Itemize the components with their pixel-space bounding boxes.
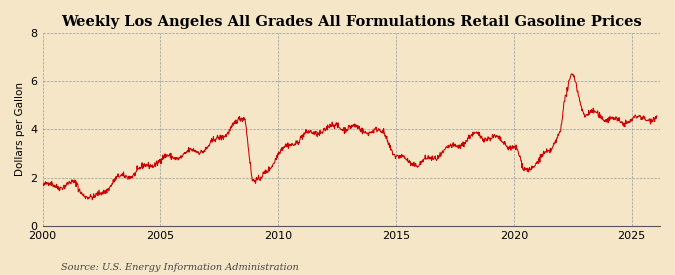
Y-axis label: Dollars per Gallon: Dollars per Gallon xyxy=(15,82,25,177)
Text: Source: U.S. Energy Information Administration: Source: U.S. Energy Information Administ… xyxy=(61,263,298,272)
Title: Weekly Los Angeles All Grades All Formulations Retail Gasoline Prices: Weekly Los Angeles All Grades All Formul… xyxy=(61,15,642,29)
